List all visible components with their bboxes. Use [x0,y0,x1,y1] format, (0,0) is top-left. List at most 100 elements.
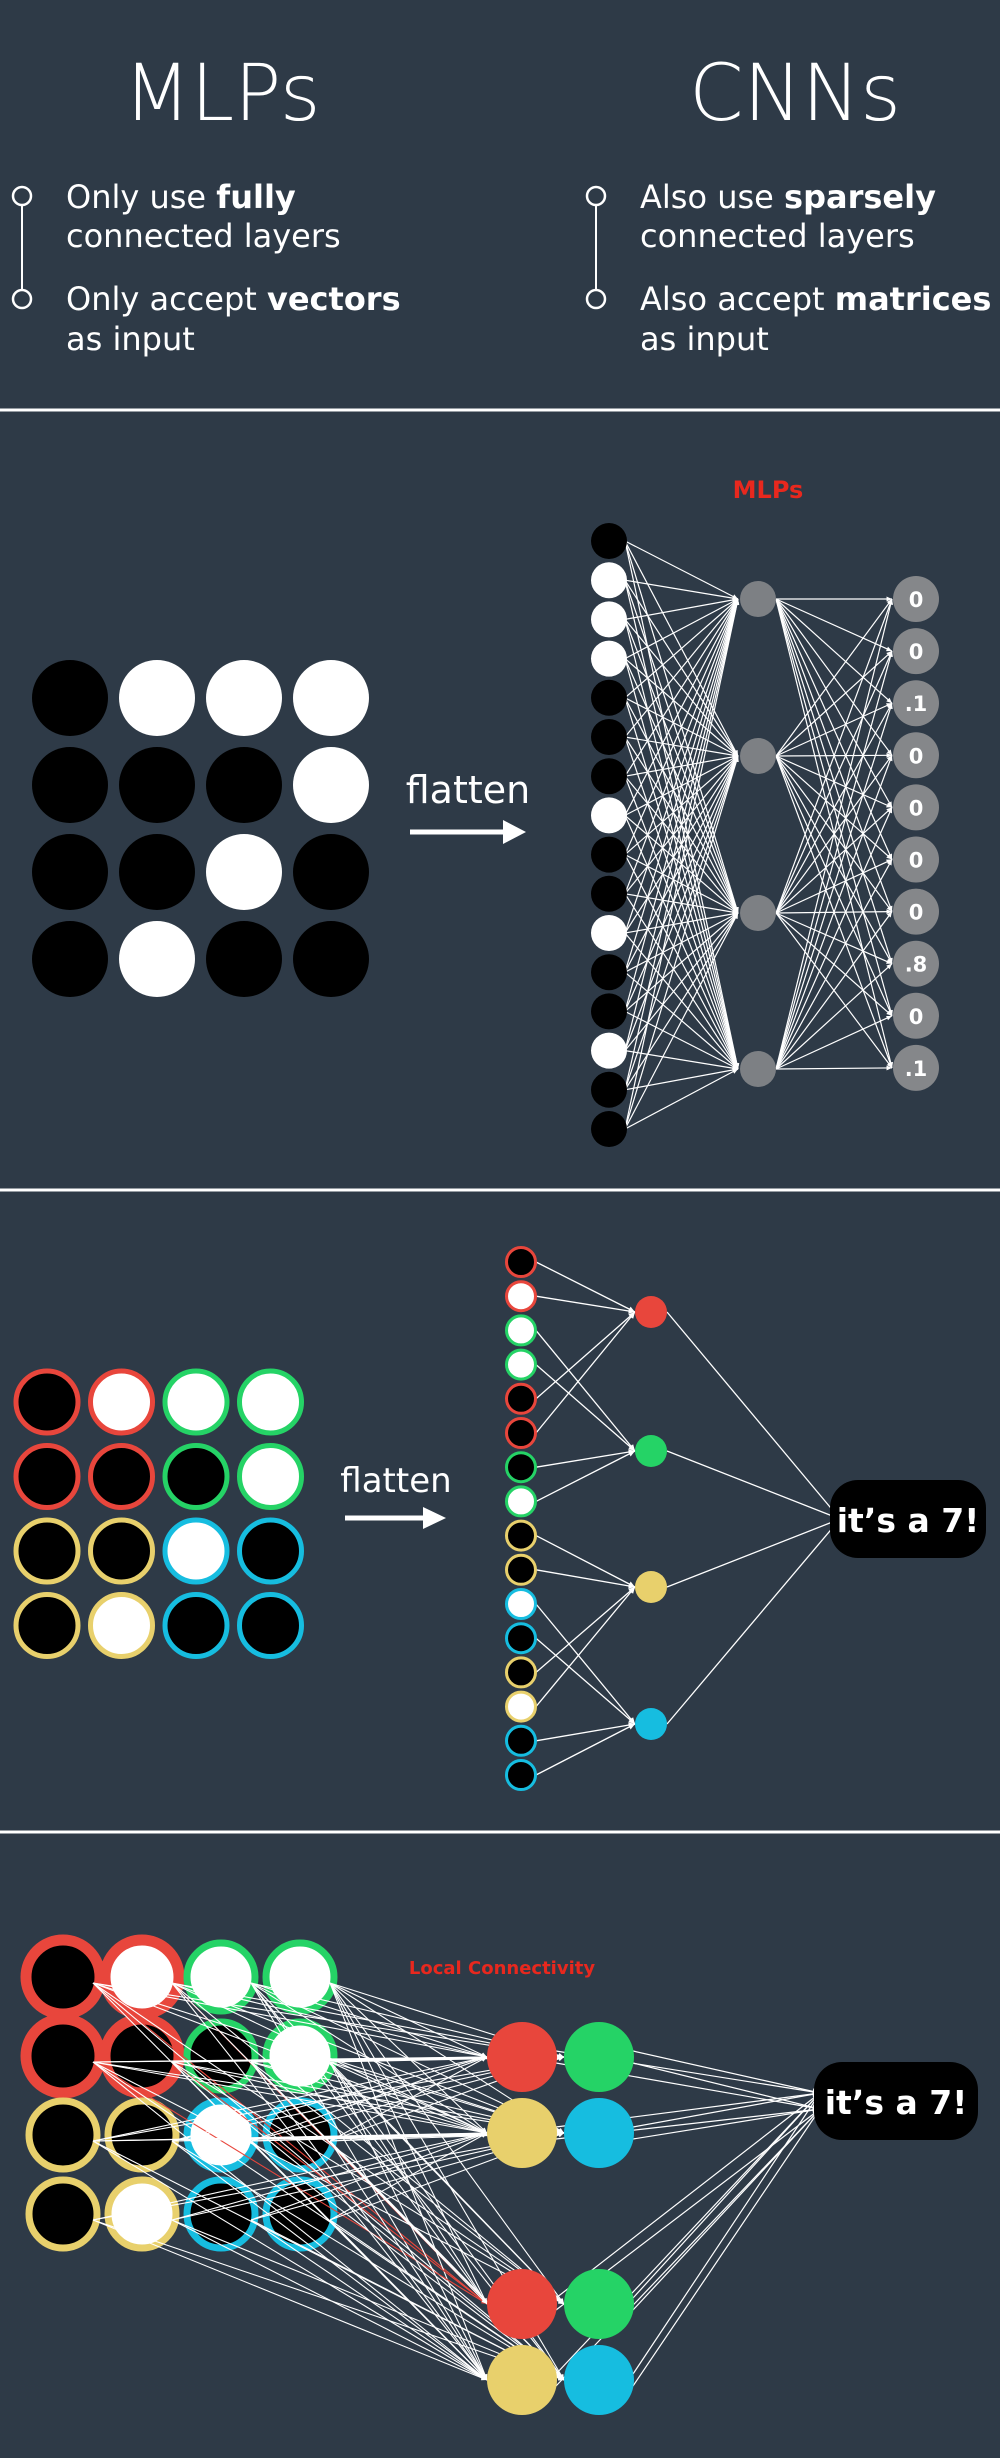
input-node [505,1553,537,1586]
arrowhead-icon [886,1062,892,1068]
input-node [591,601,627,638]
grid-to-hidden-line [92,2061,565,2381]
arrowhead-icon [886,697,892,704]
grid-to-hidden-line [171,2061,488,2134]
hidden-node [740,1051,776,1087]
input-node [505,1656,537,1689]
input-pixel [13,1517,81,1585]
arrowhead-icon [886,905,892,912]
arrowhead-icon [888,599,894,605]
arrowhead-icon [734,599,740,605]
hidden-node [635,1708,667,1740]
arrowhead-icon [886,1010,892,1016]
output-value-label: 0 [909,744,924,768]
grid-to-hidden-line [250,2061,565,2305]
cnn-bullet-1-line2: connected layers [640,217,915,255]
hidden-to-output-line [666,1311,841,1520]
grid-to-hidden-line [250,2061,488,2134]
arrowhead-icon [886,752,892,758]
input-pixel [20,1934,106,2020]
input-node [591,1032,627,1069]
mlp-bullet-list: Only use fully connected layers Only acc… [11,178,401,358]
sparse-network [505,1246,841,1791]
input-pixel [183,1939,259,2015]
local-network [20,1934,821,2415]
input-pixel [237,1368,304,1436]
hidden-node [487,2269,557,2339]
hidden-node [487,2022,557,2092]
arrowhead-icon [481,2057,487,2062]
input-node [591,719,627,755]
input-to-hidden-line [535,1311,636,1400]
input-node [505,1724,537,1757]
input-to-hidden-line [624,598,739,1012]
local-panel: Local Connectivity it’s a 7! [20,1934,978,2415]
grid-to-hidden-line [329,2140,565,2381]
input-node [505,1348,537,1381]
hidden-to-output-line [632,2092,821,2128]
input-to-hidden-line [535,1364,636,1452]
input-node [591,797,627,834]
bullet-dot-icon [585,288,607,310]
input-to-hidden-line [624,755,739,1051]
arrowhead-icon [628,1583,635,1589]
grid-to-hidden-line [329,2219,488,2381]
input-node [591,1071,627,1108]
hidden-to-output-line [775,598,893,914]
input-pixel [32,747,108,823]
hidden-to-output-line [775,1067,893,1070]
arrowhead-icon [886,854,892,860]
grid-to-hidden-line [171,2219,488,2381]
input-pixel [119,747,195,823]
grid-to-hidden-line [92,1982,488,2058]
input-pixel [13,1368,81,1436]
cnn-bullet-1-line1: Also use sparsely [640,178,936,216]
grid-to-hidden-line [92,2061,565,2305]
arrowhead-icon [628,1444,635,1451]
arrowhead-icon [628,1451,635,1457]
hidden-to-output-line [775,702,893,757]
flatten-label: flatten [340,1461,451,1501]
input-pixel [88,1592,155,1659]
input-to-hidden-line [535,1261,636,1313]
input-to-hidden-line [535,1586,636,1673]
input-pixel [88,1443,155,1510]
cnn-bullet-2-line2: as input [640,320,769,358]
input-node [591,954,627,991]
mlp-bullet-2-line1: Only accept vectors [66,280,401,318]
mlp-bullet-2-line2: as input [66,320,195,358]
output-value-label: 0 [909,588,924,612]
input-pixel [119,660,195,736]
hidden-node [487,2345,557,2415]
flatten-arrow-icon [410,820,526,844]
arrowhead-icon [886,963,892,970]
grid-to-hidden-line [92,2132,488,2221]
mlp-input-grid [32,660,369,997]
input-to-hidden-line [624,1010,739,1070]
hidden-node [635,1296,667,1328]
grid-to-hidden-line [329,2132,488,2221]
arrowhead-icon [886,909,892,915]
hidden-node [564,2345,634,2415]
grid-to-hidden-line [329,1982,488,2058]
input-to-hidden-line [624,598,739,620]
grid-to-hidden-line [329,2061,565,2305]
input-node [505,1280,537,1313]
bullet-dot-icon [11,185,33,207]
input-node [505,1485,537,1518]
output-node [893,888,939,935]
arrowhead-icon [886,646,892,652]
input-pixel [162,1368,230,1436]
input-to-hidden-line [624,598,739,973]
input-to-hidden-line [624,912,739,1051]
input-pixel [237,1517,304,1585]
grid-to-hidden-line [250,1982,488,2305]
input-node [505,1417,537,1449]
input-to-hidden-line [535,1723,636,1776]
hidden-node [635,1435,667,1467]
output-node [893,836,939,883]
output-value-label: 0 [909,796,924,820]
input-node [505,1246,537,1278]
input-pixel [206,921,282,997]
hidden-to-output-line [666,1450,841,1520]
